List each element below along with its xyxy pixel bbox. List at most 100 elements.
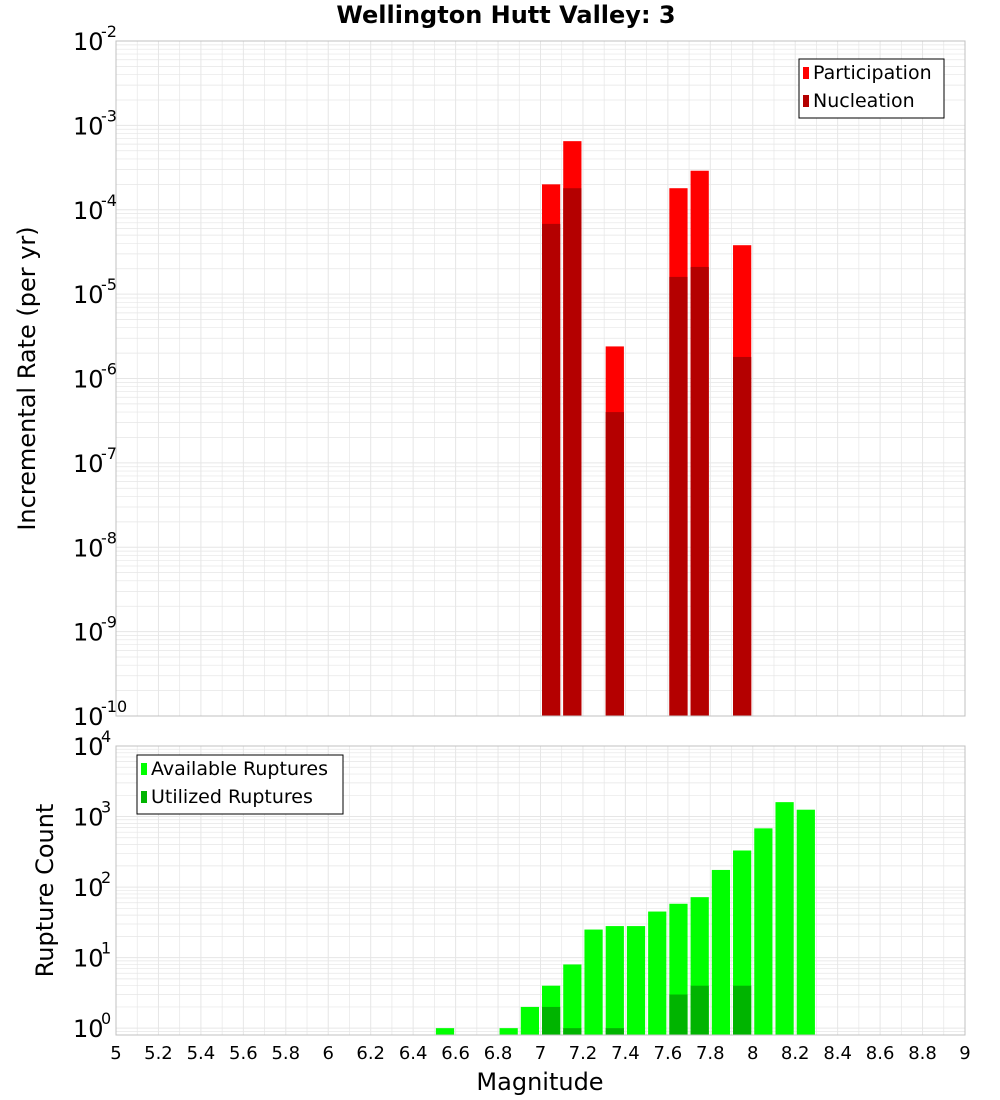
legend-label: Nucleation — [813, 90, 915, 112]
x-tick-label: 8.4 — [823, 1043, 852, 1064]
y-tick-base: 10 — [73, 197, 104, 225]
y-tick-exponent: 3 — [101, 798, 111, 817]
bar-nucleation — [563, 188, 582, 717]
y-tick-exponent: -9 — [101, 613, 117, 632]
bar-available-ruptures — [435, 1028, 455, 1035]
y-tick-base: 10 — [73, 945, 104, 973]
y-tick-label: 103 — [73, 798, 111, 832]
y-tick-exponent: -3 — [101, 106, 117, 125]
y-tick-base: 10 — [73, 112, 104, 140]
plot-frame — [115, 745, 966, 1036]
y-tick-exponent: -5 — [101, 275, 117, 294]
x-tick-label: 7.8 — [696, 1043, 725, 1064]
y-tick-base: 10 — [73, 1015, 104, 1043]
bar-utilized-ruptures — [669, 994, 688, 1035]
plot-frame — [115, 40, 966, 717]
y-tick-base: 10 — [73, 366, 104, 394]
x-tick-label: 7 — [535, 1043, 546, 1064]
y-tick-exponent: 2 — [101, 868, 111, 887]
legend-box — [798, 58, 945, 119]
x-tick-label: 6.8 — [484, 1043, 513, 1064]
legend-swatch — [803, 95, 809, 107]
y-tick-base: 10 — [73, 28, 104, 56]
y-tick-exponent: -4 — [101, 191, 117, 210]
y-tick-label: 10-7 — [73, 444, 117, 478]
legend-swatch — [141, 791, 147, 803]
y-tick-exponent: -2 — [101, 22, 117, 41]
bar-nucleation — [669, 276, 688, 716]
x-tick-label: 9 — [959, 1043, 970, 1064]
x-tick-label: 8.6 — [866, 1043, 895, 1064]
x-tick-labels: 5 5.2 5.4 5.6 5.8 6 6.2 6.4 6.6 6.8 7 7.2 7.4 7.6 7.8 8… — [110, 1043, 970, 1064]
grid — [115, 745, 966, 1036]
y-tick-label: 101 — [73, 939, 111, 973]
y-tick-label: 10-2 — [73, 22, 117, 56]
legend: Participation Nucleation — [798, 58, 945, 119]
y-tick-label: 10-5 — [73, 275, 117, 309]
bar-available-ruptures — [754, 828, 773, 1035]
bar-available-ruptures — [711, 869, 731, 1035]
legend-swatch — [803, 67, 809, 79]
bar-available-ruptures — [499, 1028, 518, 1035]
bar-available-ruptures — [584, 929, 603, 1035]
legend-label: Available Ruptures — [151, 758, 328, 780]
y-axis-label: Rupture Count — [31, 804, 59, 978]
x-tick-label: 5.4 — [187, 1043, 216, 1064]
y-tick-label: 10-10 — [73, 697, 127, 731]
y-tick-base: 10 — [73, 874, 104, 902]
legend-label: Utilized Ruptures — [151, 786, 313, 808]
x-tick-label: 5.6 — [229, 1043, 258, 1064]
x-tick-label: 5 — [110, 1043, 121, 1064]
x-tick-label: 8.2 — [781, 1043, 810, 1064]
y-tick-exponent: -8 — [101, 528, 117, 547]
x-tick-label: 8.8 — [908, 1043, 937, 1064]
x-tick-label: 6.2 — [356, 1043, 385, 1064]
y-tick-label: 10-3 — [73, 106, 117, 140]
y-tick-exponent: 4 — [101, 727, 111, 746]
x-axis-label: Magnitude — [476, 1068, 603, 1096]
x-tick-label: 6.6 — [441, 1043, 470, 1064]
y-tick-base: 10 — [73, 281, 104, 309]
bar-available-ruptures — [775, 802, 794, 1035]
bar-available-ruptures — [626, 926, 646, 1035]
y-tick-exponent: -7 — [101, 444, 117, 463]
y-tick-label: 104 — [73, 727, 111, 761]
bar-nucleation — [542, 223, 561, 716]
y-tick-exponent: -6 — [101, 360, 117, 379]
x-tick-label: 7.2 — [569, 1043, 598, 1064]
y-tick-label: 10-9 — [73, 613, 117, 647]
bars — [435, 802, 815, 1035]
y-tick-label: 10-6 — [73, 360, 117, 394]
bar-utilized-ruptures — [542, 1006, 561, 1035]
bars — [542, 141, 752, 717]
y-tick-base: 10 — [73, 619, 104, 647]
x-tick-label: 8 — [747, 1043, 758, 1064]
y-tick-base: 10 — [73, 733, 104, 761]
bar-utilized-ruptures — [605, 1028, 624, 1035]
bar-utilized-ruptures — [690, 985, 709, 1035]
x-tick-label: 7.6 — [654, 1043, 683, 1064]
y-tick-base: 10 — [73, 703, 104, 731]
y-tick-label: 100 — [73, 1009, 111, 1043]
bar-nucleation — [690, 266, 709, 716]
bar-utilized-ruptures — [563, 1028, 582, 1035]
bar-available-ruptures — [796, 809, 815, 1035]
x-tick-label: 7.4 — [611, 1043, 640, 1064]
y-tick-label: 10-8 — [73, 528, 117, 562]
y-tick-base: 10 — [73, 804, 104, 832]
y-tick-label: 10-4 — [73, 191, 117, 225]
x-tick-label: 6.4 — [399, 1043, 428, 1064]
y-tick-label: 102 — [73, 868, 111, 902]
bar-utilized-ruptures — [733, 985, 752, 1035]
chart-title: Wellington Hutt Valley: 3 — [336, 1, 675, 29]
y-tick-base: 10 — [73, 534, 104, 562]
legend-swatch — [141, 763, 147, 775]
legend-label: Participation — [813, 62, 932, 84]
bar-nucleation — [605, 412, 624, 716]
grid — [115, 40, 966, 717]
